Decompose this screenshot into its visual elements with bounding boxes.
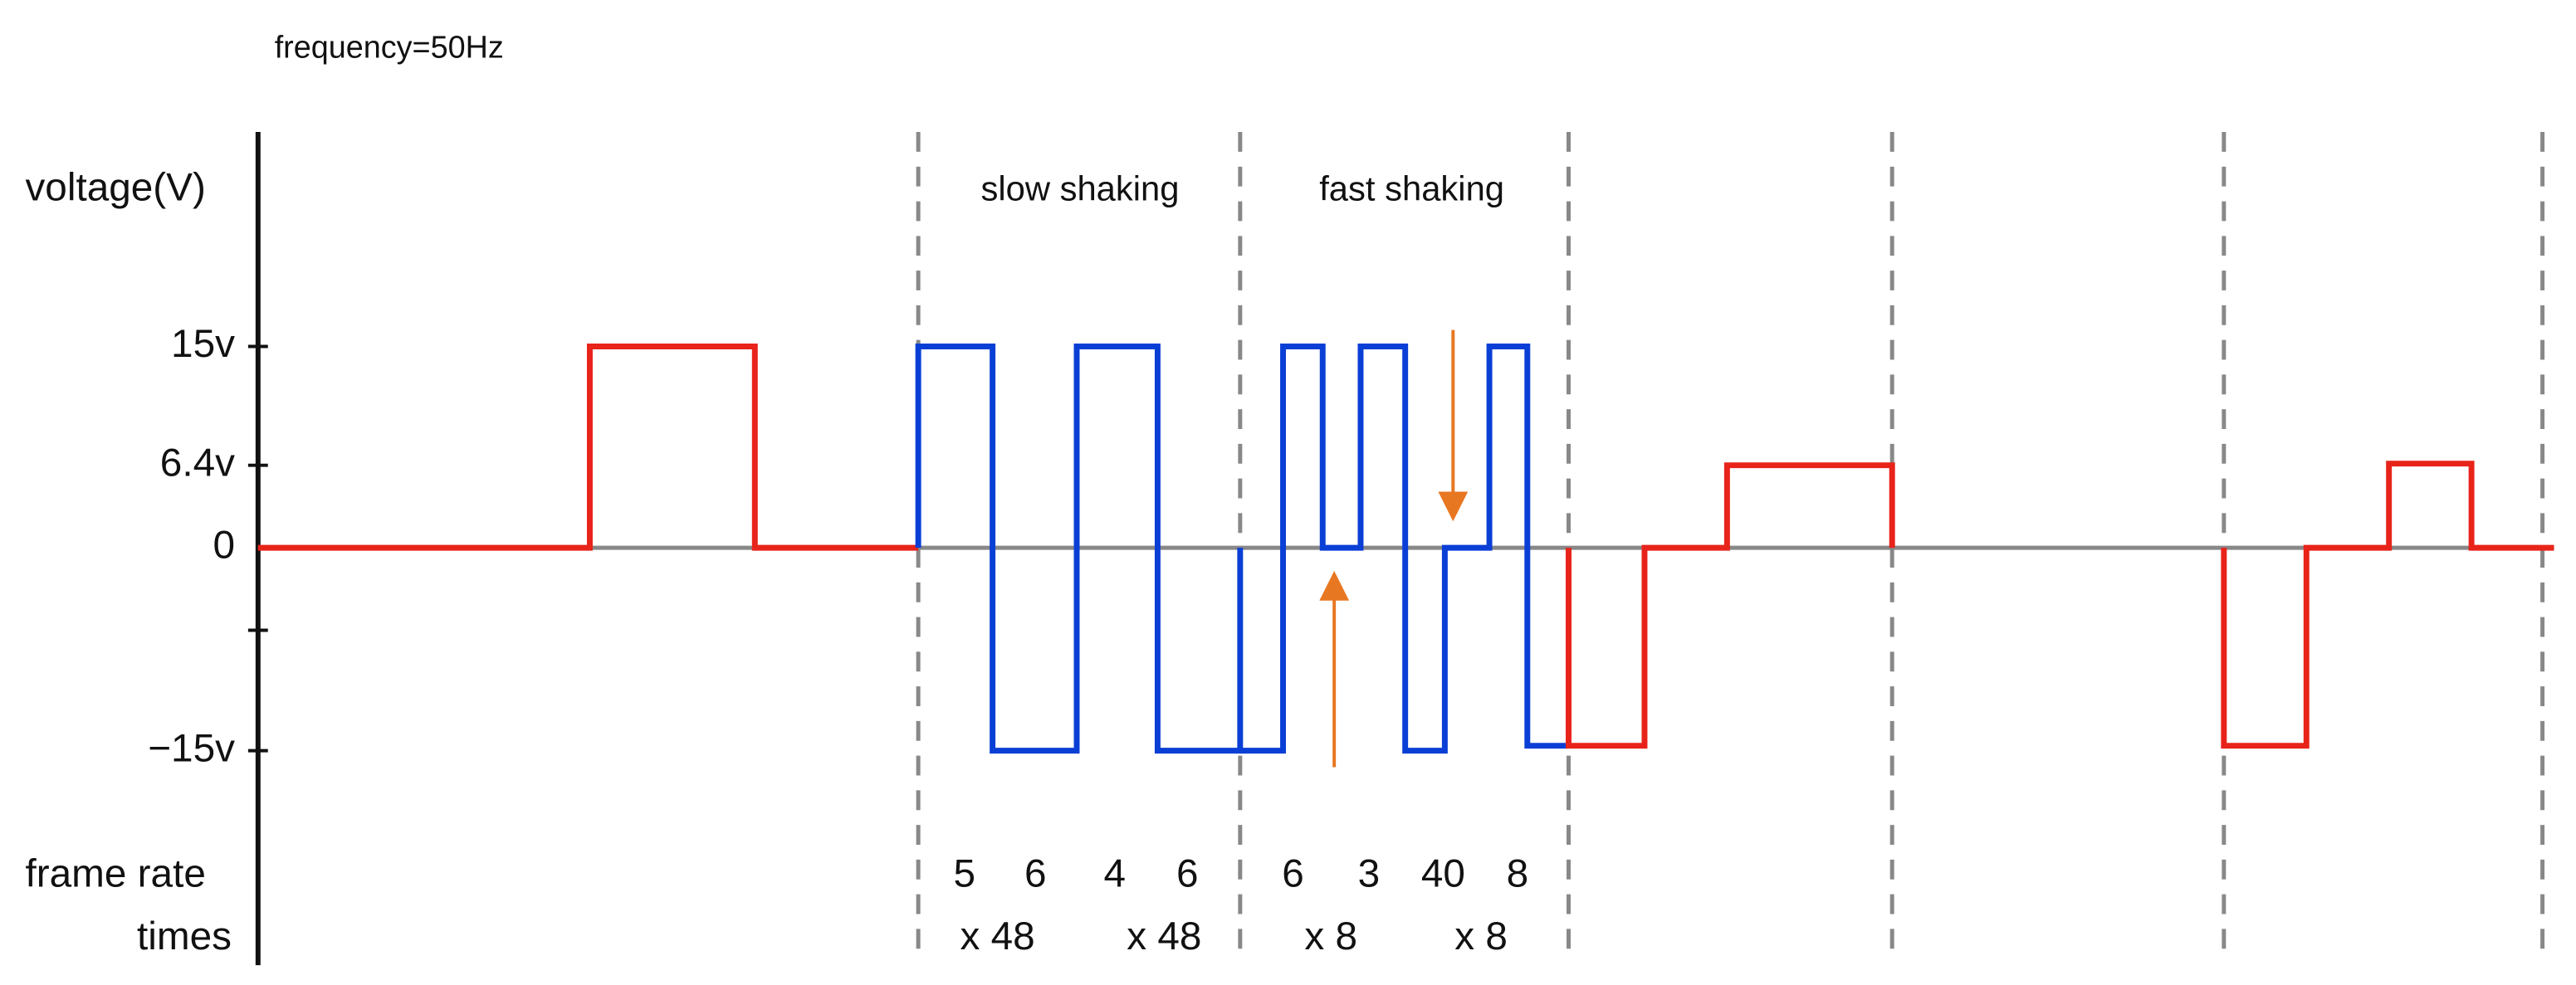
row-label: times [137,914,232,958]
red-pulse [1566,462,1895,749]
frame-rate: 3 [1358,851,1381,895]
frame-rate: 8 [1507,851,1529,895]
frame-rate: 40 [1421,851,1465,895]
axis-label: voltage(V) [25,165,205,209]
times: x 8 [1304,914,1357,958]
times: x 8 [1454,914,1508,958]
frame-rate: 6 [1024,851,1047,895]
row-label: frame rate [25,851,205,895]
times: x 48 [1127,914,1201,958]
frequency-note: frequency=50Hz [275,31,504,66]
phase-label: slow shaking [980,169,1179,208]
tick-label: 6.4v [160,441,235,485]
arrows [1319,329,1469,768]
axis-ticks [247,344,268,753]
fast-wave [1239,344,1569,754]
dividers [916,132,2545,958]
red-pulse [257,344,919,551]
tick-label: 0 [213,524,235,568]
frame-rate: 6 [1282,851,1304,895]
red-pulse [2221,461,2554,749]
frame-rate: 6 [1176,851,1199,895]
frame-rate: 5 [954,851,976,895]
frame-rate: 4 [1103,851,1126,895]
tick-label: −15v [148,726,235,770]
phase-label: fast shaking [1319,169,1504,208]
tick-label: 15v [171,322,235,366]
slow-wave [915,344,1244,754]
times: x 48 [960,914,1034,958]
